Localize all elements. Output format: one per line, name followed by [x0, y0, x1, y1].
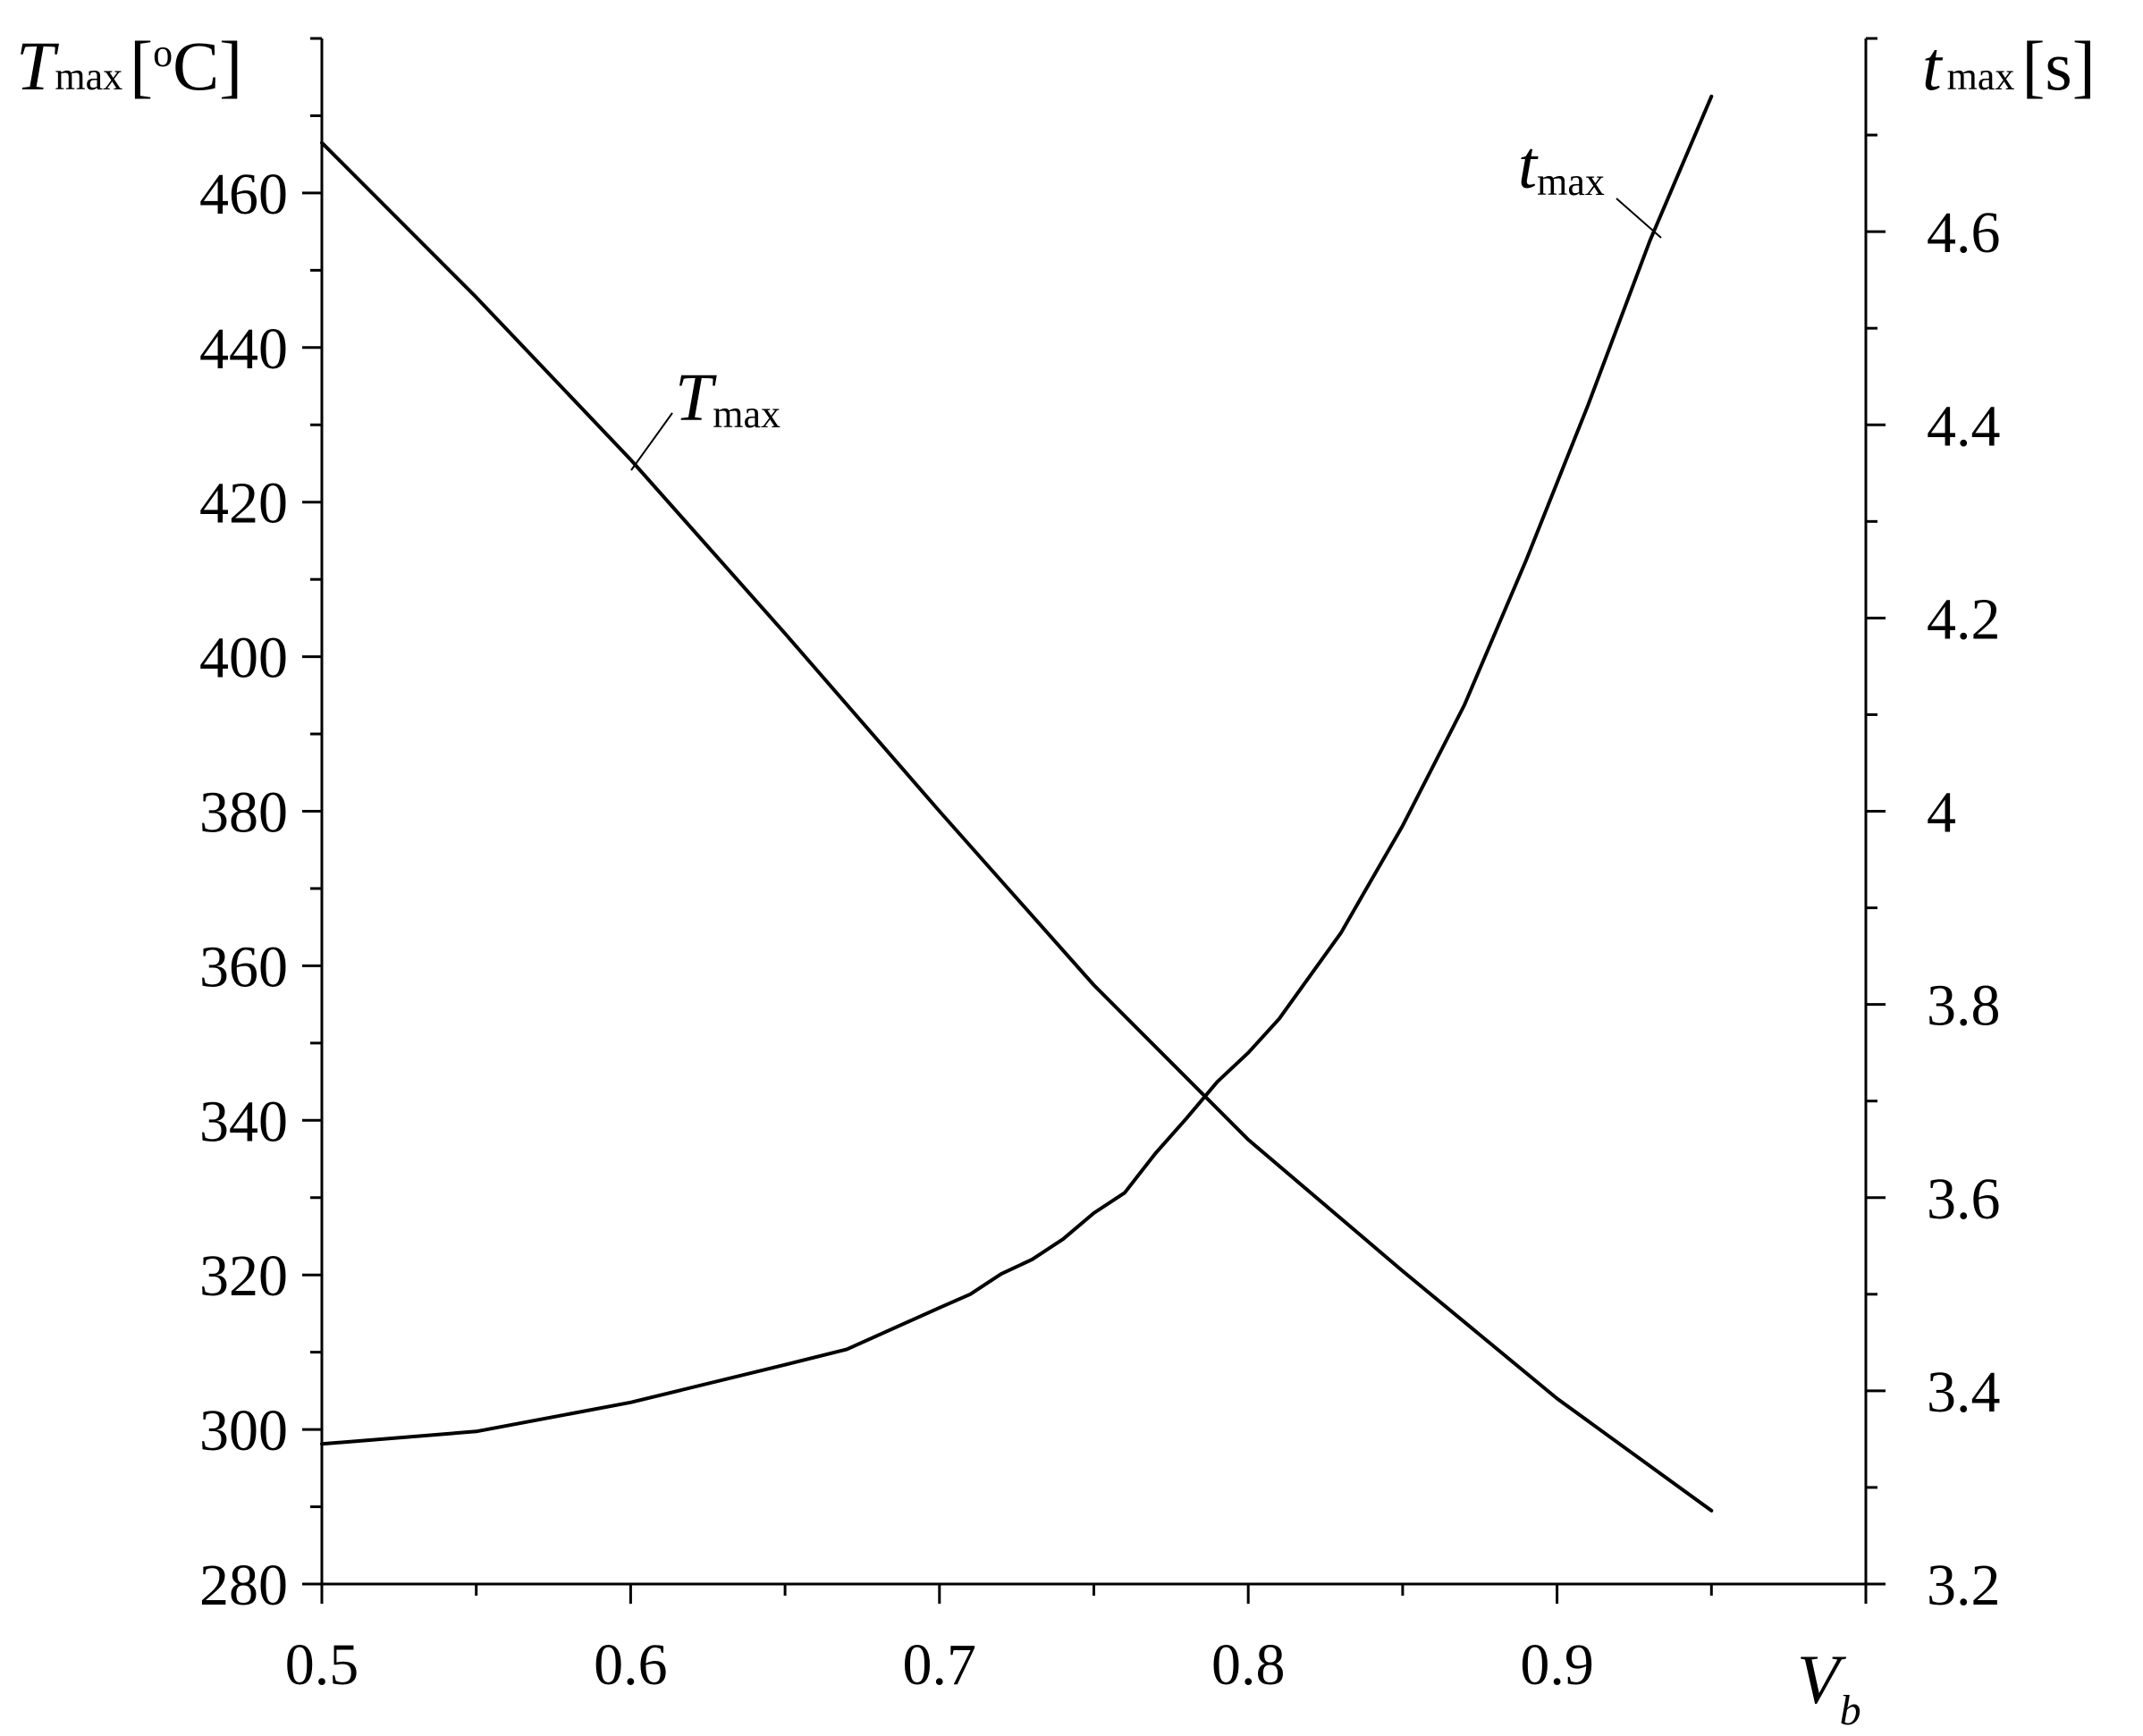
y-right-tick-label: 4.4: [1927, 393, 2001, 459]
series-leader-Tmax: [630, 412, 673, 471]
y-left-tick-label: 440: [199, 316, 288, 382]
y-left-tick-label: 380: [199, 780, 288, 846]
y-left-tick-label: 460: [199, 162, 288, 227]
series-line-Tmax: [320, 140, 1714, 1513]
y-left-tick-label: 300: [199, 1398, 288, 1463]
x-tick-label: 0.7: [903, 1632, 977, 1698]
y-right-tick-label: 3.6: [1927, 1167, 2001, 1232]
y-left-tick-label: 420: [199, 471, 288, 536]
y-right-tick-label: 4.6: [1927, 200, 2001, 265]
x-tick-label: 0.8: [1211, 1632, 1286, 1698]
y-left-tick-label: 340: [199, 1089, 288, 1154]
x-tick-label: 0.9: [1520, 1632, 1594, 1698]
y-right-tick-label: 4.2: [1927, 586, 2001, 652]
y-left-tick-label: 280: [199, 1553, 288, 1618]
axes: [320, 38, 1868, 1586]
x-axis-title: Vb: [1797, 1640, 1861, 1734]
x-tick-label: 0.6: [594, 1632, 668, 1698]
y-left-tick-label: 400: [199, 626, 288, 691]
y-right-tick-label: 3.4: [1927, 1360, 2001, 1425]
y-left-tick-label: 320: [199, 1243, 288, 1309]
tick-labels: 0.5 0.6 0.7 0.8 0.9 280 300 320 340 360 380 400 420 4…: [199, 162, 2001, 1698]
x-tick-label: 0.5: [285, 1632, 359, 1698]
labels: Tmax [oC] t max [s] Vb Tmax tmax: [16, 27, 2096, 1734]
ticks: [302, 37, 1886, 1604]
y-right-tick-label: 4: [1927, 780, 1956, 846]
series-leader-tmax: [1616, 198, 1662, 239]
curves: [320, 94, 1714, 1513]
series-label-tmax: tmax: [1518, 128, 1605, 204]
y-left-tick-label: 360: [199, 934, 288, 999]
y-right-axis-title: t max [s]: [1922, 27, 2096, 105]
y-right-tick-label: 3.2: [1927, 1553, 2001, 1618]
series-label-Tmax: Tmax: [675, 360, 780, 436]
series-line-tmax: [320, 94, 1714, 1446]
y-right-tick-label: 3.8: [1927, 973, 2001, 1039]
y-left-axis-title: Tmax [oC]: [16, 27, 242, 105]
